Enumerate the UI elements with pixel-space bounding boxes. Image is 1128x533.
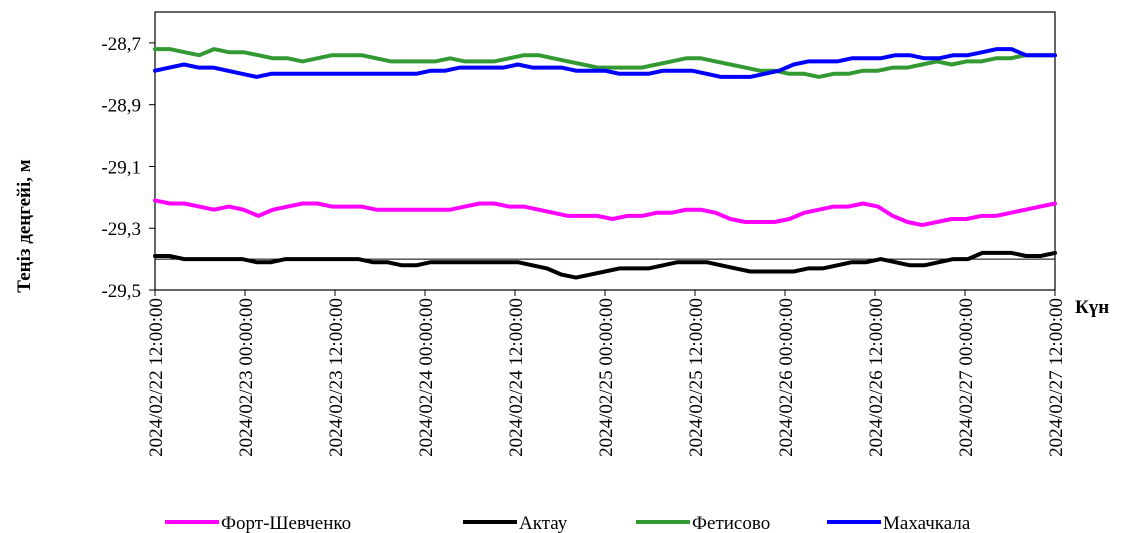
legend-label: Фетисово — [692, 513, 770, 533]
series-line — [153, 47, 1057, 79]
x-tick-label: 2024/02/22 12:00:00 — [146, 298, 167, 457]
x-axis-title: Күн — [1075, 297, 1109, 318]
x-tick-label: 2024/02/24 12:00:00 — [506, 298, 527, 457]
y-tick-label: -29,5 — [101, 281, 141, 302]
series-line — [153, 250, 1057, 280]
series-line — [153, 198, 1057, 228]
x-tick-label: 2024/02/23 00:00:00 — [236, 298, 257, 457]
x-tick-label: 2024/02/27 00:00:00 — [956, 298, 977, 457]
legend-label: Махачкала — [883, 513, 971, 533]
x-tick-label: 2024/02/27 12:00:00 — [1046, 298, 1067, 457]
plot-area-frame — [154, 11, 1056, 291]
y-tick-label: -28,7 — [101, 34, 141, 55]
y-tick-label: -29,1 — [101, 157, 141, 178]
legend-label: Форт-Шевченко — [221, 513, 351, 533]
x-tick-label: 2024/02/25 12:00:00 — [686, 298, 707, 457]
y-tick-label: -29,3 — [101, 219, 141, 240]
legend-label: Актау — [519, 513, 568, 533]
x-tick-label: 2024/02/25 00:00:00 — [596, 298, 617, 457]
y-tick-label: -28,9 — [101, 96, 141, 117]
y-axis-title: Теңіз деңгейі, м — [14, 159, 35, 293]
x-tick-label: 2024/02/24 00:00:00 — [416, 298, 437, 457]
x-tick-label: 2024/02/26 00:00:00 — [776, 298, 797, 457]
x-tick-label: 2024/02/26 12:00:00 — [866, 298, 887, 457]
x-tick-label: 2024/02/23 12:00:00 — [326, 298, 347, 457]
series-line — [153, 47, 1057, 79]
